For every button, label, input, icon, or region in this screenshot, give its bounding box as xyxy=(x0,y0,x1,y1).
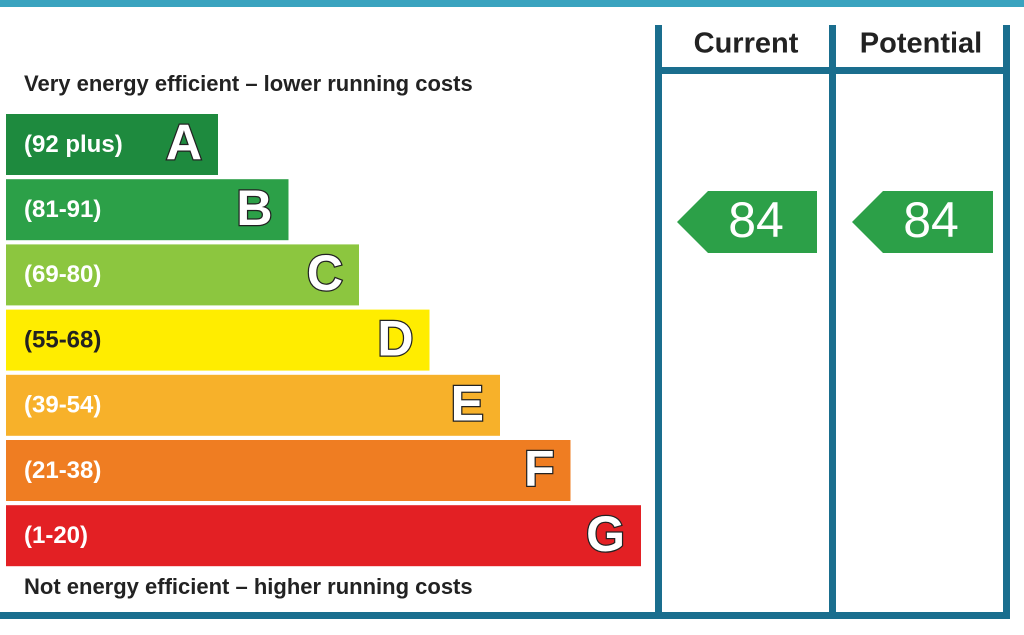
band-bar xyxy=(6,179,289,241)
top-text: Very energy efficient – lower running co… xyxy=(24,71,473,96)
column-header: Current xyxy=(694,28,799,60)
band-bar xyxy=(6,114,218,175)
bottom-text: Not energy efficient – higher running co… xyxy=(24,574,473,599)
band-range: (55-68) xyxy=(24,326,101,353)
band-range: (81-91) xyxy=(24,196,101,223)
band-bar xyxy=(6,374,500,436)
band-range: (1-20) xyxy=(24,522,88,549)
band-range: (21-38) xyxy=(24,457,101,484)
frame xyxy=(0,25,1010,619)
top-border xyxy=(0,0,1024,7)
band-letter: A xyxy=(166,115,202,171)
band-range: (39-54) xyxy=(24,392,101,419)
current-rating: 84 xyxy=(728,192,784,248)
band-bar xyxy=(6,440,571,501)
band-range: (92 plus) xyxy=(24,131,123,158)
band-letter: C xyxy=(307,245,343,301)
column-header: Potential xyxy=(860,28,982,60)
band-bar xyxy=(6,505,641,567)
band-letter: E xyxy=(451,376,484,432)
band-letter: D xyxy=(377,310,413,366)
band-letter: F xyxy=(524,441,555,497)
band-letter: B xyxy=(236,180,272,236)
band-range: (69-80) xyxy=(24,261,101,288)
potential-rating: 84 xyxy=(903,192,959,248)
band-bar xyxy=(6,244,359,306)
band-bar xyxy=(6,309,430,371)
potential-arrow xyxy=(852,191,993,253)
band-letter: G xyxy=(586,506,625,562)
current-arrow xyxy=(677,191,817,253)
